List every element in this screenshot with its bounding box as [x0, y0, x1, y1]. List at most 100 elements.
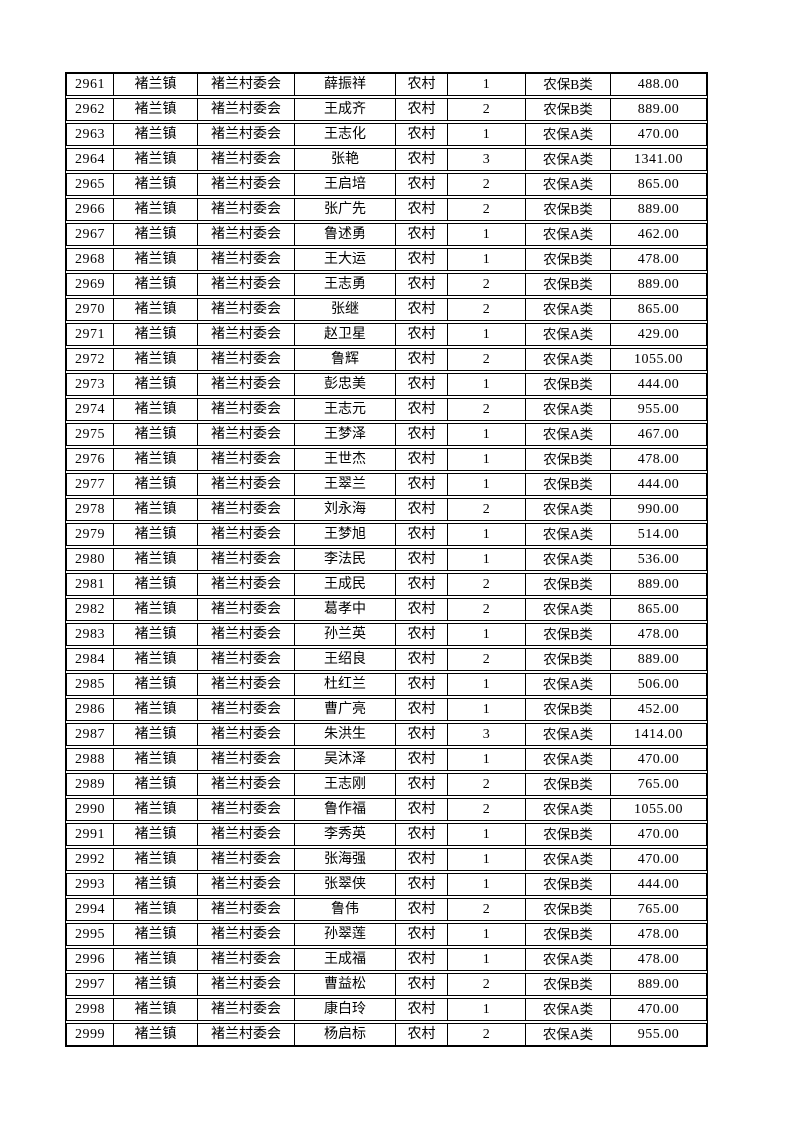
cell-town: 褚兰镇: [113, 923, 198, 946]
cell-person-count: 2: [447, 298, 526, 321]
cell-insurance-category: 农保A类: [525, 298, 611, 321]
cell-amount: 765.00: [610, 773, 707, 796]
cell-row-number: 2994: [66, 898, 114, 921]
cell-amount: 470.00: [610, 823, 707, 846]
cell-row-number: 2987: [66, 723, 114, 746]
cell-insurance-category: 农保A类: [525, 798, 611, 821]
cell-insurance-category: 农保A类: [525, 348, 611, 371]
cell-insurance-category: 农保B类: [525, 623, 611, 646]
cell-residence-type: 农村: [395, 448, 448, 471]
cell-village-committee: 褚兰村委会: [197, 873, 295, 896]
cell-insurance-category: 农保B类: [525, 898, 611, 921]
cell-amount: 536.00: [610, 548, 707, 571]
table-row: 2990 褚兰镇 褚兰村委会 鲁作福 农村 2 农保A类 1055.00: [66, 798, 707, 821]
cell-village-committee: 褚兰村委会: [197, 948, 295, 971]
cell-row-number: 2962: [66, 98, 114, 121]
cell-town: 褚兰镇: [113, 523, 198, 546]
cell-row-number: 2998: [66, 998, 114, 1021]
cell-village-committee: 褚兰村委会: [197, 373, 295, 396]
table-row: 2982 褚兰镇 褚兰村委会 葛孝中 农村 2 农保A类 865.00: [66, 598, 707, 621]
cell-amount: 478.00: [610, 923, 707, 946]
cell-insurance-category: 农保B类: [525, 448, 611, 471]
cell-amount: 478.00: [610, 623, 707, 646]
cell-person-count: 1: [447, 673, 526, 696]
cell-row-number: 2988: [66, 748, 114, 771]
cell-person-count: 2: [447, 98, 526, 121]
cell-amount: 865.00: [610, 173, 707, 196]
cell-insurance-category: 农保A类: [525, 498, 611, 521]
cell-residence-type: 农村: [395, 798, 448, 821]
cell-town: 褚兰镇: [113, 823, 198, 846]
cell-town: 褚兰镇: [113, 373, 198, 396]
cell-town: 褚兰镇: [113, 473, 198, 496]
cell-insurance-category: 农保B类: [525, 373, 611, 396]
cell-village-committee: 褚兰村委会: [197, 398, 295, 421]
cell-person-name: 赵卫星: [294, 323, 396, 346]
cell-residence-type: 农村: [395, 348, 448, 371]
cell-insurance-category: 农保B类: [525, 573, 611, 596]
cell-town: 褚兰镇: [113, 973, 198, 996]
cell-row-number: 2982: [66, 598, 114, 621]
cell-residence-type: 农村: [395, 423, 448, 446]
cell-person-count: 1: [447, 448, 526, 471]
cell-insurance-category: 农保B类: [525, 923, 611, 946]
cell-amount: 1341.00: [610, 148, 707, 171]
cell-residence-type: 农村: [395, 273, 448, 296]
table-row: 2961 褚兰镇 褚兰村委会 薛振祥 农村 1 农保B类 488.00: [66, 73, 707, 96]
cell-person-name: 吴沐泽: [294, 748, 396, 771]
cell-village-committee: 褚兰村委会: [197, 923, 295, 946]
cell-residence-type: 农村: [395, 173, 448, 196]
cell-residence-type: 农村: [395, 298, 448, 321]
cell-residence-type: 农村: [395, 723, 448, 746]
table-row: 2973 褚兰镇 褚兰村委会 彭忠美 农村 1 农保B类 444.00: [66, 373, 707, 396]
cell-amount: 955.00: [610, 1023, 707, 1046]
cell-residence-type: 农村: [395, 998, 448, 1021]
cell-row-number: 2996: [66, 948, 114, 971]
cell-row-number: 2971: [66, 323, 114, 346]
table-row: 2976 褚兰镇 褚兰村委会 王世杰 农村 1 农保B类 478.00: [66, 448, 707, 471]
cell-residence-type: 农村: [395, 573, 448, 596]
cell-village-committee: 褚兰村委会: [197, 823, 295, 846]
cell-residence-type: 农村: [395, 673, 448, 696]
cell-row-number: 2974: [66, 398, 114, 421]
cell-amount: 470.00: [610, 748, 707, 771]
cell-amount: 444.00: [610, 373, 707, 396]
cell-amount: 889.00: [610, 273, 707, 296]
cell-village-committee: 褚兰村委会: [197, 498, 295, 521]
cell-residence-type: 农村: [395, 523, 448, 546]
cell-village-committee: 褚兰村委会: [197, 973, 295, 996]
cell-amount: 506.00: [610, 673, 707, 696]
cell-insurance-category: 农保A类: [525, 123, 611, 146]
cell-town: 褚兰镇: [113, 323, 198, 346]
table-row: 2998 褚兰镇 褚兰村委会 康白玲 农村 1 农保A类 470.00: [66, 998, 707, 1021]
cell-person-name: 葛孝中: [294, 598, 396, 621]
table-row: 2971 褚兰镇 褚兰村委会 赵卫星 农村 1 农保A类 429.00: [66, 323, 707, 346]
cell-row-number: 2983: [66, 623, 114, 646]
cell-town: 褚兰镇: [113, 848, 198, 871]
table-row: 2975 褚兰镇 褚兰村委会 王梦泽 农村 1 农保A类 467.00: [66, 423, 707, 446]
cell-person-name: 王梦旭: [294, 523, 396, 546]
cell-person-count: 2: [447, 398, 526, 421]
cell-residence-type: 农村: [395, 598, 448, 621]
cell-row-number: 2985: [66, 673, 114, 696]
cell-person-name: 王翠兰: [294, 473, 396, 496]
cell-amount: 889.00: [610, 648, 707, 671]
cell-person-count: 2: [447, 973, 526, 996]
cell-amount: 429.00: [610, 323, 707, 346]
table-row: 2981 褚兰镇 褚兰村委会 王成民 农村 2 农保B类 889.00: [66, 573, 707, 596]
cell-insurance-category: 农保A类: [525, 223, 611, 246]
cell-insurance-category: 农保B类: [525, 98, 611, 121]
cell-insurance-category: 农保A类: [525, 148, 611, 171]
cell-residence-type: 农村: [395, 123, 448, 146]
cell-person-name: 薛振祥: [294, 73, 396, 96]
cell-insurance-category: 农保A类: [525, 398, 611, 421]
cell-person-name: 王志勇: [294, 273, 396, 296]
cell-insurance-category: 农保B类: [525, 873, 611, 896]
cell-amount: 1414.00: [610, 723, 707, 746]
cell-residence-type: 农村: [395, 323, 448, 346]
cell-village-committee: 褚兰村委会: [197, 673, 295, 696]
cell-insurance-category: 农保B类: [525, 473, 611, 496]
cell-person-count: 2: [447, 198, 526, 221]
table-row: 2965 褚兰镇 褚兰村委会 王启培 农村 2 农保A类 865.00: [66, 173, 707, 196]
cell-village-committee: 褚兰村委会: [197, 148, 295, 171]
